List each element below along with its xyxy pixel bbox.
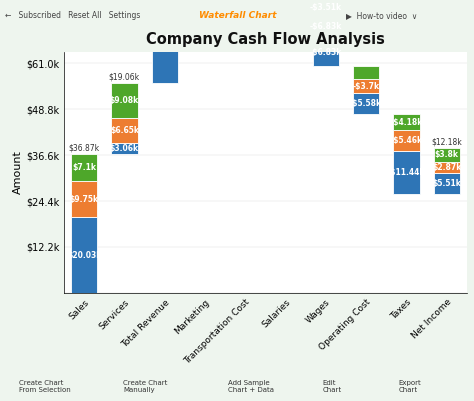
- Bar: [152, 0, 178, 83]
- Bar: [313, 40, 339, 65]
- Text: Export
Chart: Export Chart: [398, 381, 421, 393]
- Text: $7.1k: $7.1k: [72, 163, 96, 172]
- Bar: [353, 93, 379, 114]
- Bar: [111, 143, 137, 154]
- Text: $6.65k: $6.65k: [110, 126, 139, 135]
- Bar: [111, 117, 137, 143]
- Text: $5.51k: $5.51k: [432, 179, 461, 188]
- Text: $36.87k: $36.87k: [69, 144, 100, 152]
- Bar: [71, 217, 97, 293]
- Bar: [353, 79, 379, 93]
- Text: Edit
Chart: Edit Chart: [322, 381, 341, 393]
- Text: -$4.18k: -$4.18k: [390, 117, 423, 127]
- Bar: [313, 14, 339, 40]
- Text: $19.06k: $19.06k: [109, 73, 140, 82]
- Text: -$11.44k: -$11.44k: [388, 168, 425, 176]
- Y-axis label: Amount: Amount: [13, 150, 23, 194]
- Text: $2.87k: $2.87k: [432, 163, 461, 172]
- Title: Company Cash Flow Analysis: Company Cash Flow Analysis: [146, 32, 385, 47]
- Text: $3.06k: $3.06k: [110, 144, 139, 153]
- Bar: [393, 114, 419, 130]
- Text: $3.8k: $3.8k: [435, 150, 459, 160]
- Text: -$3.7k: -$3.7k: [353, 82, 380, 91]
- Text: $20.03k: $20.03k: [67, 251, 101, 259]
- Text: ▶  How-to video  ∨: ▶ How-to video ∨: [346, 11, 418, 20]
- Text: -$6.83k: -$6.83k: [310, 22, 342, 32]
- Text: -$6.83k: -$6.83k: [310, 48, 342, 57]
- Text: Create Chart
From Selection: Create Chart From Selection: [19, 381, 71, 393]
- Bar: [71, 181, 97, 217]
- Bar: [434, 162, 460, 173]
- Text: -$3.51k: -$3.51k: [310, 3, 342, 12]
- Bar: [111, 83, 137, 117]
- Text: ←   Subscribed   Reset All   Settings: ← Subscribed Reset All Settings: [5, 11, 140, 20]
- Bar: [393, 130, 419, 150]
- Text: -$5.58k: -$5.58k: [350, 99, 382, 108]
- Bar: [313, 1, 339, 14]
- Bar: [434, 173, 460, 194]
- Bar: [353, 65, 379, 79]
- Text: Create Chart
Manually: Create Chart Manually: [123, 381, 168, 393]
- Bar: [273, 0, 299, 1]
- Text: $12.18k: $12.18k: [431, 137, 462, 146]
- Text: $23.98k: $23.98k: [147, 34, 182, 43]
- Bar: [434, 148, 460, 162]
- Bar: [71, 154, 97, 181]
- Bar: [393, 150, 419, 194]
- Text: $9.08k: $9.08k: [110, 96, 139, 105]
- Text: Waterfall Chart: Waterfall Chart: [199, 11, 277, 20]
- Text: Add Sample
Chart + Data: Add Sample Chart + Data: [228, 381, 273, 393]
- Text: $9.75k: $9.75k: [70, 194, 99, 204]
- Text: -$5.46k: -$5.46k: [391, 136, 422, 145]
